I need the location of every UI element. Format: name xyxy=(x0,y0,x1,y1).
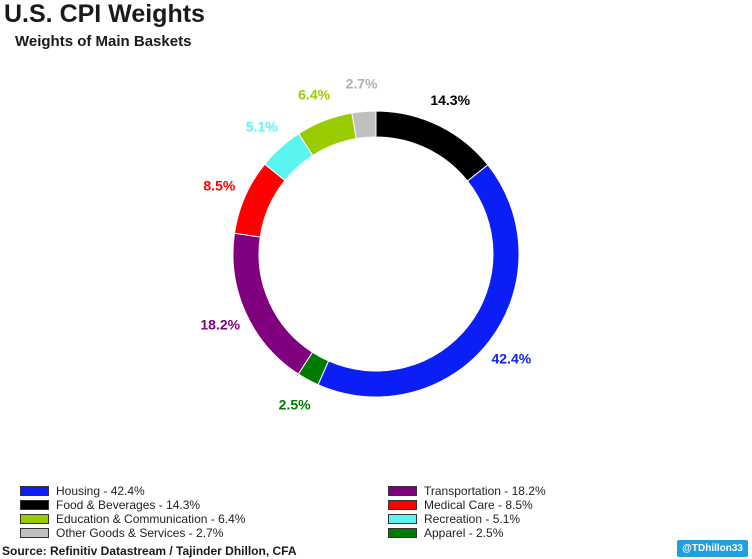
legend-swatch xyxy=(20,528,49,538)
legend-item-education-and-communication: Education & Communication - 6.4% xyxy=(20,512,245,526)
legend-swatch xyxy=(20,514,49,524)
legend-item-food-and-beverages: Food & Beverages - 14.3% xyxy=(20,498,245,512)
legend-swatch xyxy=(20,500,49,510)
legend-left-column: Housing - 42.4% Food & Beverages - 14.3% E… xyxy=(20,484,245,540)
legend-item-medical-care: Medical Care - 8.5% xyxy=(388,498,546,512)
donut-chart: 14.3% 42.4% 2.5% 18.2% 8.5% 5.1% 6.4% 2.7% xyxy=(200,76,531,413)
slice-housing xyxy=(317,164,520,398)
data-label-housing: 42.4% xyxy=(491,351,531,367)
data-label-transportation: 18.2% xyxy=(200,317,240,333)
source-note: Source: Refinitiv Datastream / Tajinder … xyxy=(2,544,297,558)
legend-item-housing: Housing - 42.4% xyxy=(20,484,245,498)
legend-item-recreation: Recreation - 5.1% xyxy=(388,512,546,526)
legend-right-column: Transportation - 18.2% Medical Care - 8.5… xyxy=(388,484,546,540)
legend-item-apparel: Apparel - 2.5% xyxy=(388,526,546,540)
legend-label: Other Goods & Services - 2.7% xyxy=(56,526,224,540)
twitter-handle-badge: @TDhillon33 xyxy=(677,540,748,557)
data-label-other-goods-and-services: 2.7% xyxy=(346,76,378,92)
legend-label: Transportation - 18.2% xyxy=(424,484,546,498)
slice-food-and-beverages xyxy=(375,110,489,182)
data-label-food-and-beverages: 14.3% xyxy=(430,92,470,108)
legend-label: Housing - 42.4% xyxy=(56,484,145,498)
chart-subtitle: Weights of Main Baskets xyxy=(15,33,192,50)
legend-label: Food & Beverages - 14.3% xyxy=(56,498,201,512)
legend-swatch xyxy=(388,486,417,496)
legend-label: Education & Communication - 6.4% xyxy=(56,512,246,526)
slice-transportation xyxy=(232,232,314,375)
data-label-medical-care: 8.5% xyxy=(203,177,235,193)
legend-swatch xyxy=(20,486,49,496)
legend-label: Medical Care - 8.5% xyxy=(424,498,533,512)
legend-swatch xyxy=(388,528,417,538)
data-label-recreation: 5.1% xyxy=(246,119,278,135)
data-label-education-and-communication: 6.4% xyxy=(298,87,330,103)
chart-title: U.S. CPI Weights xyxy=(4,0,205,28)
legend-label: Recreation - 5.1% xyxy=(424,512,521,526)
slice-medical-care xyxy=(233,163,286,238)
legend-item-other-goods-and-services: Other Goods & Services - 2.7% xyxy=(20,526,245,540)
legend-item-transportation: Transportation - 18.2% xyxy=(388,484,546,498)
legend-swatch xyxy=(388,514,417,524)
legend-label: Apparel - 2.5% xyxy=(424,526,504,540)
legend-swatch xyxy=(388,500,417,510)
slice-other-goods-and-services xyxy=(351,110,377,140)
data-label-apparel: 2.5% xyxy=(279,396,311,412)
